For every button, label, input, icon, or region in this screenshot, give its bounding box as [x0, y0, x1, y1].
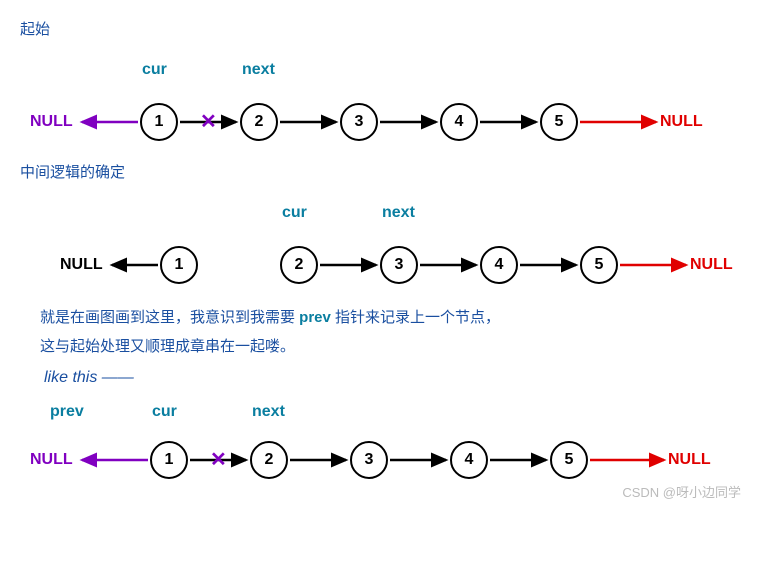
explain-prev: prev: [299, 309, 331, 326]
explain-text: 就是在画图画到这里，我意识到我需要 prev 指针来记录上一个节点， 这与起始处…: [40, 304, 739, 361]
diagram-1: cur next NULL 1 2 3 4 5 NULL ✕: [20, 43, 739, 153]
section2-title: 中间逻辑的确定: [20, 161, 739, 182]
section1-title: 起始: [20, 18, 739, 39]
section3-title: like this ——: [44, 369, 739, 387]
diagram-3: prev cur next NULL 1 2 3 4 5 NULL ✕: [20, 389, 739, 489]
arrow-n1-to-null: [20, 43, 759, 163]
arrows: [20, 186, 759, 306]
explain-2: 这与起始处理又顺理成章串在一起喽。: [40, 338, 295, 355]
explain-1c: 指针来记录上一个节点，: [331, 309, 500, 326]
diagram-2: cur next NULL 1 2 3 4 5 NULL: [20, 186, 739, 296]
watermark: CSDN @呀小边同学: [622, 482, 741, 501]
cross-mark: ✕: [210, 447, 227, 472]
explain-1a: 就是在画图画到这里，我意识到我需要: [40, 309, 299, 326]
cross-mark: ✕: [200, 109, 217, 134]
